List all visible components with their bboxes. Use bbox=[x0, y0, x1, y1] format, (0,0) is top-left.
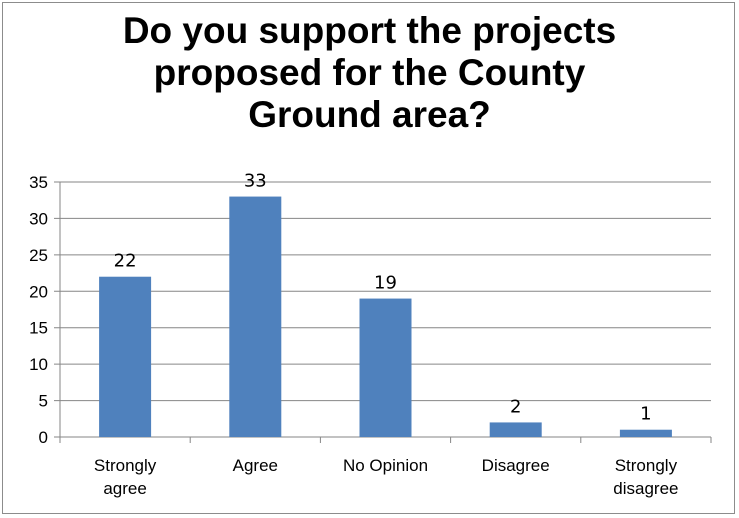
x-tick-label: Disagree bbox=[482, 456, 550, 475]
y-tick-label: 0 bbox=[39, 428, 48, 447]
chart-title-line: Do you support the projects bbox=[122, 10, 617, 51]
y-tick-label: 15 bbox=[29, 319, 48, 338]
x-tick-label: Strongly bbox=[615, 456, 678, 475]
x-tick-label: Strongly bbox=[94, 456, 157, 475]
data-label: 1 bbox=[640, 404, 651, 425]
bar bbox=[99, 276, 152, 437]
x-tick-label: agree bbox=[103, 479, 146, 498]
y-tick-label: 5 bbox=[39, 392, 48, 411]
y-tick-label: 30 bbox=[29, 209, 48, 228]
bar bbox=[229, 196, 282, 437]
y-tick-label: 20 bbox=[29, 282, 48, 301]
y-tick-label: 35 bbox=[29, 173, 48, 192]
data-label: 19 bbox=[374, 273, 397, 294]
bar bbox=[489, 422, 542, 437]
data-label: 22 bbox=[114, 251, 137, 272]
y-tick-label: 25 bbox=[29, 246, 48, 265]
chart-title: Do you support the projects proposed for… bbox=[0, 10, 739, 136]
bar bbox=[359, 298, 412, 437]
x-tick-label: disagree bbox=[613, 479, 678, 498]
bar bbox=[619, 429, 672, 437]
x-tick-label: Agree bbox=[233, 456, 278, 475]
chart-title-line: proposed for the County bbox=[153, 52, 586, 93]
chart-title-line: Ground area? bbox=[248, 94, 491, 135]
data-label: 33 bbox=[244, 171, 267, 192]
data-label: 2 bbox=[510, 396, 521, 417]
x-tick-label: No Opinion bbox=[343, 456, 428, 475]
y-tick-label: 10 bbox=[29, 355, 48, 374]
